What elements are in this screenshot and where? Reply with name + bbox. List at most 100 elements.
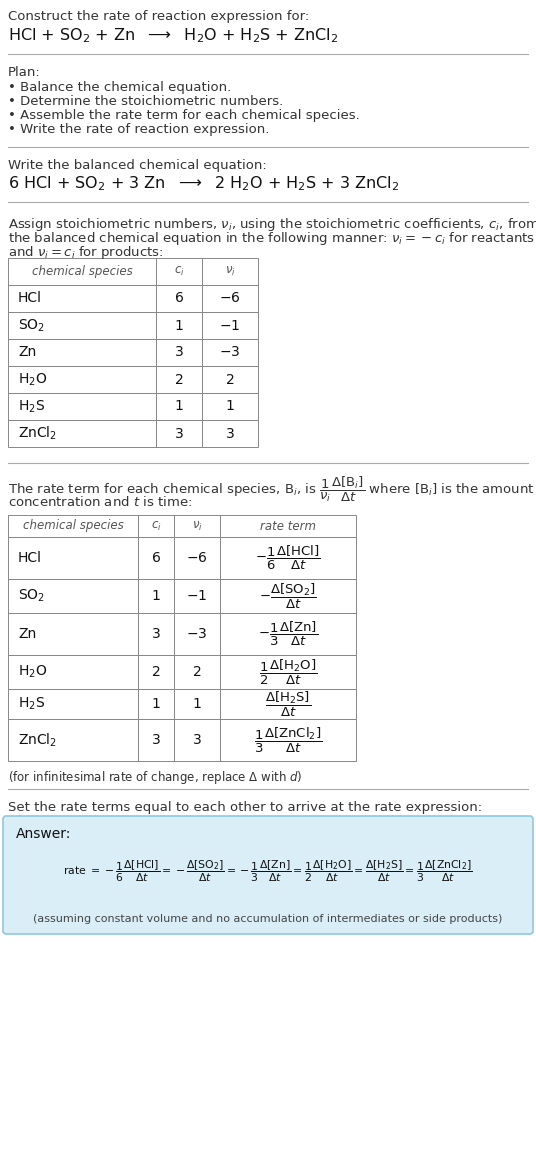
Text: $c_i$: $c_i$	[174, 265, 184, 278]
Text: 1: 1	[226, 399, 234, 413]
Bar	[202, 312, 258, 339]
Bar	[220, 719, 356, 761]
Text: $-1$: $-1$	[219, 319, 241, 333]
Text: 2: 2	[175, 372, 183, 386]
Bar	[138, 514, 174, 537]
FancyBboxPatch shape	[3, 816, 533, 934]
Bar	[8, 420, 156, 447]
Text: $-6$: $-6$	[219, 291, 241, 305]
Bar	[174, 689, 220, 719]
Text: Write the balanced chemical equation:: Write the balanced chemical equation:	[8, 159, 267, 172]
Bar	[220, 579, 356, 613]
Bar	[8, 689, 138, 719]
Text: HCl: HCl	[18, 291, 42, 305]
Bar	[138, 537, 174, 579]
Bar	[174, 719, 220, 761]
Text: H$_2$O: H$_2$O	[18, 663, 47, 680]
Bar	[220, 613, 356, 655]
Text: chemical species: chemical species	[32, 265, 132, 278]
Text: $\dfrac{\Delta[\mathrm{H_2S}]}{\Delta t}$: $\dfrac{\Delta[\mathrm{H_2S}]}{\Delta t}…	[265, 689, 311, 718]
Text: $-1$: $-1$	[187, 589, 207, 603]
Text: 2: 2	[192, 665, 202, 679]
Bar	[156, 393, 202, 420]
Text: H$_2$O: H$_2$O	[18, 371, 47, 388]
Bar	[8, 655, 138, 689]
Text: 2: 2	[152, 665, 160, 679]
Bar	[8, 258, 156, 285]
Text: 3: 3	[175, 346, 183, 360]
Bar	[174, 655, 220, 689]
Text: Assign stoichiometric numbers, $\nu_i$, using the stoichiometric coefficients, $: Assign stoichiometric numbers, $\nu_i$, …	[8, 217, 536, 233]
Text: Answer:: Answer:	[16, 826, 71, 842]
Bar	[174, 613, 220, 655]
Bar	[156, 365, 202, 393]
Bar	[8, 537, 138, 579]
Text: $-3$: $-3$	[219, 346, 241, 360]
Bar	[156, 258, 202, 285]
Text: 1: 1	[192, 697, 202, 711]
Text: $-\dfrac{1}{6}\dfrac{\Delta[\mathrm{HCl}]}{\Delta t}$: $-\dfrac{1}{6}\dfrac{\Delta[\mathrm{HCl}…	[255, 544, 321, 572]
Text: $-\dfrac{\Delta[\mathrm{SO_2}]}{\Delta t}$: $-\dfrac{\Delta[\mathrm{SO_2}]}{\Delta t…	[259, 581, 317, 611]
Text: • Assemble the rate term for each chemical species.: • Assemble the rate term for each chemic…	[8, 109, 360, 122]
Bar	[138, 579, 174, 613]
Text: 1: 1	[175, 399, 183, 413]
Text: Zn: Zn	[18, 346, 36, 360]
Text: Construct the rate of reaction expression for:: Construct the rate of reaction expressio…	[8, 10, 309, 23]
Text: rate term: rate term	[260, 519, 316, 532]
Text: 3: 3	[226, 426, 234, 440]
Bar	[202, 339, 258, 365]
Text: 1: 1	[175, 319, 183, 333]
Text: 3: 3	[175, 426, 183, 440]
Bar	[8, 339, 156, 365]
Bar	[8, 285, 156, 312]
Text: $\nu_i$: $\nu_i$	[225, 265, 235, 278]
Text: • Balance the chemical equation.: • Balance the chemical equation.	[8, 81, 231, 94]
Text: 3: 3	[152, 733, 160, 747]
Text: and $\nu_i = c_i$ for products:: and $\nu_i = c_i$ for products:	[8, 244, 163, 261]
Bar	[138, 613, 174, 655]
Bar	[8, 613, 138, 655]
Text: $-6$: $-6$	[186, 551, 208, 565]
Text: $c_i$: $c_i$	[151, 519, 161, 533]
Bar	[156, 312, 202, 339]
Text: 3: 3	[152, 627, 160, 641]
Text: 6 HCl + SO$_2$ + 3 Zn  $\longrightarrow$  2 H$_2$O + H$_2$S + 3 ZnCl$_2$: 6 HCl + SO$_2$ + 3 Zn $\longrightarrow$ …	[8, 173, 399, 193]
Text: $\nu_i$: $\nu_i$	[191, 519, 203, 533]
Text: (assuming constant volume and no accumulation of intermediates or side products): (assuming constant volume and no accumul…	[33, 914, 503, 924]
Bar	[8, 312, 156, 339]
Bar	[202, 258, 258, 285]
Bar	[174, 514, 220, 537]
Text: H$_2$S: H$_2$S	[18, 696, 45, 712]
Text: HCl + SO$_2$ + Zn  $\longrightarrow$  H$_2$O + H$_2$S + ZnCl$_2$: HCl + SO$_2$ + Zn $\longrightarrow$ H$_2…	[8, 26, 338, 44]
Text: the balanced chemical equation in the following manner: $\nu_i = -c_i$ for react: the balanced chemical equation in the fo…	[8, 230, 535, 247]
Text: • Determine the stoichiometric numbers.: • Determine the stoichiometric numbers.	[8, 95, 283, 108]
Text: • Write the rate of reaction expression.: • Write the rate of reaction expression.	[8, 123, 270, 136]
Bar	[174, 537, 220, 579]
Bar	[156, 285, 202, 312]
Bar	[202, 285, 258, 312]
Bar	[220, 689, 356, 719]
Bar	[8, 579, 138, 613]
Bar	[202, 393, 258, 420]
Bar	[138, 689, 174, 719]
Text: Zn: Zn	[18, 627, 36, 641]
Bar	[220, 655, 356, 689]
Text: SO$_2$: SO$_2$	[18, 318, 45, 334]
Bar	[8, 365, 156, 393]
Bar	[8, 719, 138, 761]
Bar	[138, 655, 174, 689]
Text: HCl: HCl	[18, 551, 42, 565]
Bar	[8, 393, 156, 420]
Text: chemical species: chemical species	[23, 519, 123, 532]
Text: $-\dfrac{1}{3}\dfrac{\Delta[\mathrm{Zn}]}{\Delta t}$: $-\dfrac{1}{3}\dfrac{\Delta[\mathrm{Zn}]…	[258, 620, 318, 648]
Text: 2: 2	[226, 372, 234, 386]
Text: ZnCl$_2$: ZnCl$_2$	[18, 731, 57, 748]
Bar	[156, 420, 202, 447]
Text: $\dfrac{1}{2}\dfrac{\Delta[\mathrm{H_2O}]}{\Delta t}$: $\dfrac{1}{2}\dfrac{\Delta[\mathrm{H_2O}…	[259, 658, 317, 687]
Text: ZnCl$_2$: ZnCl$_2$	[18, 425, 57, 442]
Text: concentration and $t$ is time:: concentration and $t$ is time:	[8, 495, 192, 509]
Bar	[220, 537, 356, 579]
Bar	[220, 514, 356, 537]
Text: $-3$: $-3$	[187, 627, 207, 641]
Text: 6: 6	[152, 551, 160, 565]
